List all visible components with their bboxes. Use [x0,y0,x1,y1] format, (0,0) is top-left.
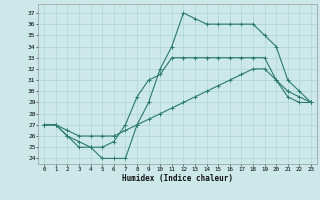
X-axis label: Humidex (Indice chaleur): Humidex (Indice chaleur) [122,174,233,183]
